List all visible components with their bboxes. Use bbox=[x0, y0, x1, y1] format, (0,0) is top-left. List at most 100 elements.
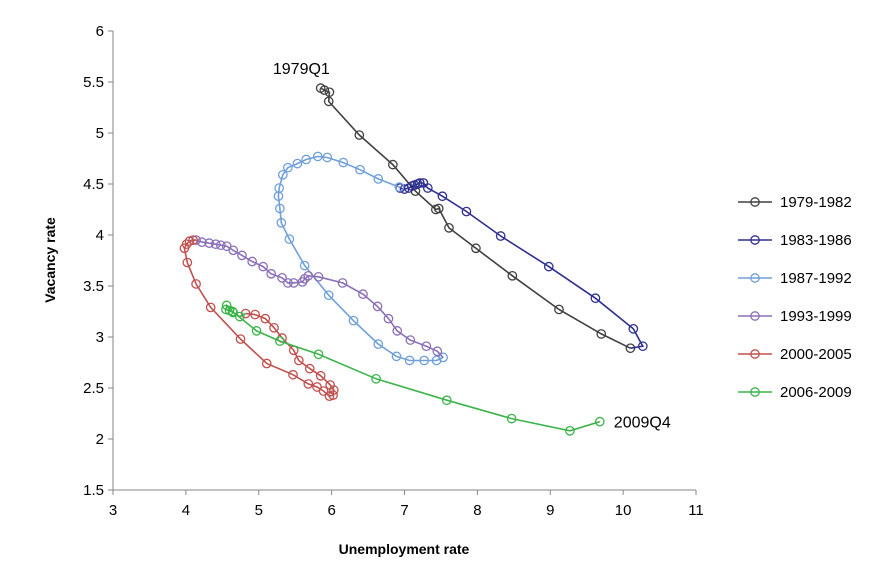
series-line bbox=[183, 239, 335, 398]
data-point bbox=[210, 239, 221, 250]
data-point bbox=[421, 341, 432, 352]
data-point bbox=[179, 243, 190, 254]
annotation-label: 2009Q4 bbox=[614, 415, 671, 432]
legend-swatch-marker bbox=[750, 387, 760, 397]
data-point bbox=[565, 425, 575, 436]
legend-label: 2006-2009 bbox=[780, 384, 852, 401]
data-point bbox=[288, 369, 298, 380]
data-point bbox=[303, 379, 314, 389]
annotations: 1979Q1 2009Q4 bbox=[273, 61, 671, 432]
ticks: 3 4 5 6 7 8 9 10 11 1.5 2 2.5 3 3.5 4 4.5 5 5.5 6 bbox=[83, 23, 704, 519]
data-point bbox=[277, 272, 287, 283]
data-point bbox=[315, 370, 326, 381]
data-point bbox=[292, 158, 303, 169]
data-point bbox=[387, 159, 398, 170]
data-point bbox=[182, 257, 193, 268]
series-line bbox=[225, 303, 601, 432]
data-point bbox=[373, 339, 384, 349]
data-point bbox=[235, 334, 246, 344]
data-point bbox=[594, 416, 605, 427]
data-point bbox=[240, 308, 251, 319]
legend-entry: 2006-2009 bbox=[738, 384, 852, 401]
data-point bbox=[419, 355, 430, 366]
data-point bbox=[205, 302, 216, 313]
y-tick-label: 2 bbox=[96, 431, 104, 448]
data-point bbox=[221, 241, 232, 252]
data-point bbox=[293, 355, 304, 366]
data-point bbox=[373, 174, 384, 184]
data-point bbox=[266, 268, 276, 279]
data-point bbox=[319, 85, 330, 96]
data-point bbox=[438, 352, 448, 363]
data-point bbox=[394, 182, 405, 192]
data-point bbox=[405, 335, 416, 345]
y-tick-label: 3 bbox=[96, 329, 104, 346]
data-point bbox=[250, 309, 260, 320]
data-point bbox=[383, 313, 394, 324]
y-tick-label: 2.5 bbox=[83, 380, 104, 397]
data-point bbox=[237, 250, 247, 261]
y-tick-label: 6 bbox=[96, 23, 104, 40]
data-point bbox=[227, 306, 238, 317]
x-tick-label: 5 bbox=[255, 502, 263, 519]
legend-entry: 1983-1986 bbox=[738, 232, 852, 249]
data-point bbox=[301, 154, 311, 165]
data-point bbox=[260, 313, 271, 324]
axes bbox=[112, 31, 696, 491]
x-tick-label: 3 bbox=[109, 502, 117, 519]
legend-entry: 1979-1982 bbox=[738, 194, 852, 211]
data-point bbox=[418, 178, 429, 188]
data-point bbox=[628, 323, 639, 334]
data-point bbox=[471, 243, 481, 254]
series-1983-1986 bbox=[395, 178, 648, 352]
data-point bbox=[506, 413, 517, 424]
legend-swatch-marker bbox=[750, 197, 760, 207]
data-point bbox=[313, 349, 324, 360]
legend-swatch-marker bbox=[750, 235, 760, 245]
data-point bbox=[275, 336, 285, 346]
legend-label: 1983-1986 bbox=[780, 232, 852, 249]
data-point bbox=[337, 278, 348, 288]
data-point bbox=[554, 304, 564, 315]
data-point bbox=[391, 351, 402, 362]
data-point bbox=[404, 355, 415, 366]
data-point bbox=[275, 203, 285, 214]
data-point bbox=[283, 278, 293, 288]
data-point bbox=[283, 162, 293, 173]
legend-swatch-marker bbox=[750, 311, 760, 321]
series-line bbox=[399, 182, 645, 349]
data-point bbox=[372, 301, 383, 312]
y-tick-label: 4.5 bbox=[83, 176, 104, 193]
data-point bbox=[637, 341, 648, 352]
series-layer bbox=[179, 83, 648, 436]
data-point bbox=[325, 380, 336, 390]
data-point bbox=[507, 270, 518, 281]
x-axis-title: Unemployment rate bbox=[339, 541, 470, 557]
y-tick-label: 4 bbox=[96, 227, 104, 244]
legend: 1979-1982 1983-1986 1987-1992 1993-1999 2000… bbox=[738, 194, 852, 401]
series-2006-2009 bbox=[221, 300, 605, 436]
data-point bbox=[348, 315, 359, 326]
y-axis-title: Vacancy rate bbox=[42, 217, 58, 303]
series-2000-2005 bbox=[179, 235, 339, 402]
data-point bbox=[543, 261, 554, 272]
data-point bbox=[399, 184, 410, 194]
data-point bbox=[313, 271, 324, 282]
data-point bbox=[338, 157, 349, 168]
data-point bbox=[461, 206, 472, 217]
x-tick-label: 6 bbox=[327, 502, 335, 519]
data-point bbox=[433, 203, 444, 214]
data-point bbox=[590, 293, 601, 304]
legend-label: 1987-1992 bbox=[780, 270, 852, 287]
legend-swatch-marker bbox=[750, 273, 760, 283]
data-point bbox=[596, 329, 607, 339]
data-point bbox=[432, 346, 443, 357]
data-point bbox=[444, 223, 454, 233]
y-tick-label: 3.5 bbox=[83, 278, 104, 295]
data-point bbox=[273, 191, 284, 202]
series-1979-1982 bbox=[315, 83, 636, 354]
legend-swatch-marker bbox=[750, 349, 760, 359]
data-point bbox=[355, 164, 365, 175]
x-tick-label: 8 bbox=[473, 502, 481, 519]
data-point bbox=[251, 326, 262, 336]
